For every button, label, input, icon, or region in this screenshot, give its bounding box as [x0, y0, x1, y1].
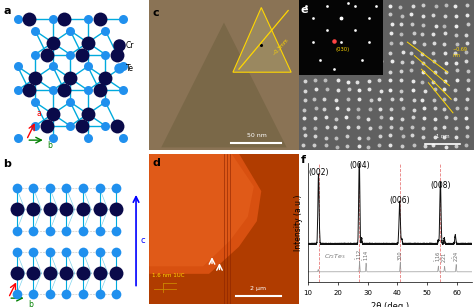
- Text: (002): (002): [308, 168, 329, 177]
- Text: Te: Te: [126, 64, 134, 73]
- Text: $\bar{1}14$: $\bar{1}14$: [362, 250, 371, 261]
- Polygon shape: [149, 154, 261, 274]
- Text: d: d: [152, 158, 160, 168]
- Text: ~0.69
nm: ~0.69 nm: [453, 47, 468, 58]
- Text: f: f: [301, 155, 306, 165]
- Text: e: e: [301, 5, 308, 14]
- Text: (006): (006): [389, 196, 410, 205]
- Text: 50 nm: 50 nm: [247, 133, 267, 138]
- Text: $\bar{1}16$: $\bar{1}16$: [434, 251, 443, 262]
- Text: c: c: [152, 7, 159, 17]
- Polygon shape: [161, 23, 287, 147]
- Text: 300: 300: [398, 250, 403, 260]
- Text: c: c: [140, 236, 145, 245]
- Text: (030): (030): [336, 47, 350, 52]
- Text: $2\bar{2}1$: $2\bar{2}1$: [440, 252, 449, 263]
- Text: 2 μm: 2 μm: [250, 286, 266, 291]
- Text: (008): (008): [430, 181, 451, 190]
- Polygon shape: [233, 7, 291, 72]
- Text: b: b: [3, 159, 11, 169]
- Text: ~0.3mm: ~0.3mm: [272, 37, 290, 57]
- Text: a: a: [37, 110, 42, 119]
- Polygon shape: [233, 7, 291, 72]
- Text: b: b: [47, 141, 52, 150]
- Text: (004): (004): [349, 161, 370, 170]
- Polygon shape: [149, 154, 254, 266]
- Y-axis label: Intensity (a.u.): Intensity (a.u.): [293, 194, 302, 251]
- Text: 1.6 nm 1UC: 1.6 nm 1UC: [152, 273, 185, 278]
- Text: Cr$_2$Te$_3$: Cr$_2$Te$_3$: [324, 252, 346, 261]
- Text: b: b: [28, 300, 33, 307]
- Text: $\bar{1}12$: $\bar{1}12$: [355, 249, 364, 260]
- Text: Cr: Cr: [126, 41, 134, 50]
- Text: a: a: [3, 6, 11, 16]
- Text: $2\bar{2}4$: $2\bar{2}4$: [452, 250, 461, 262]
- Text: a: a: [18, 271, 23, 280]
- Text: 1 nm: 1 nm: [436, 134, 449, 139]
- Bar: [299, 0, 383, 75]
- X-axis label: 2θ (deg.): 2θ (deg.): [371, 302, 409, 307]
